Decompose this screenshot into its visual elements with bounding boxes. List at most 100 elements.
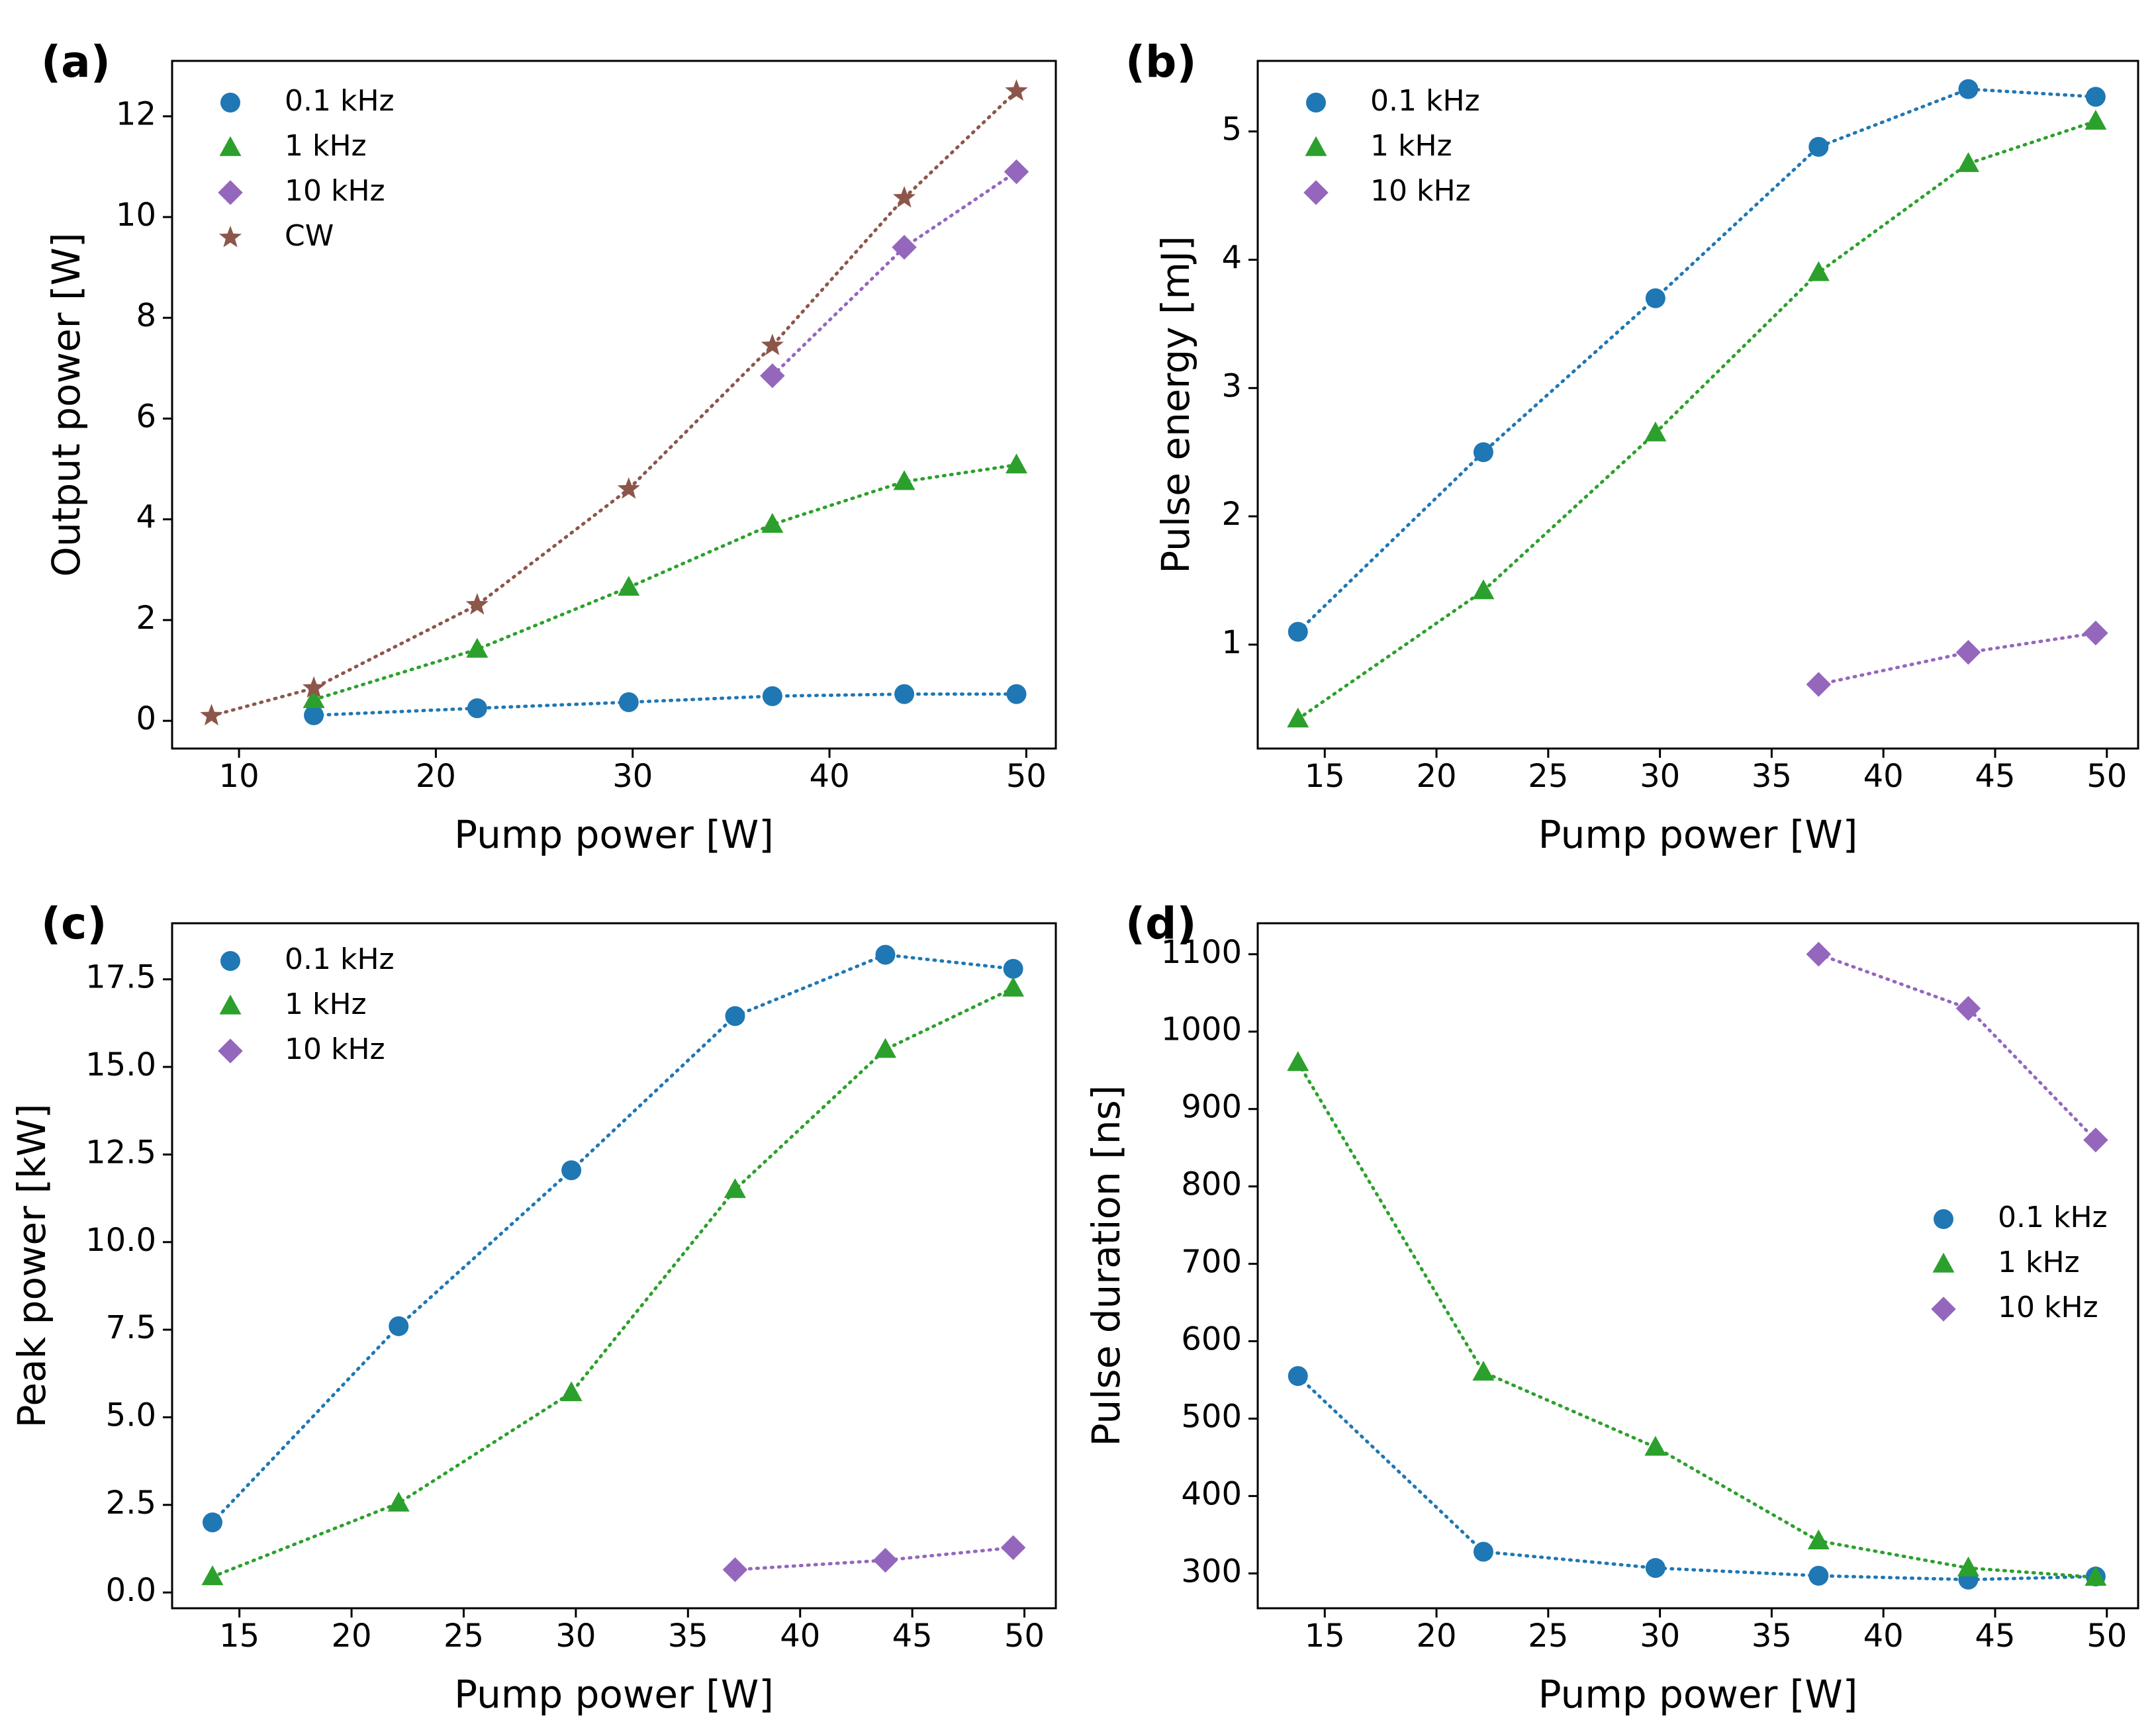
- y-tick-label: 1100: [1161, 934, 1242, 971]
- x-axis-label: Pump power [W]: [1538, 812, 1858, 857]
- y-tick-label: 800: [1181, 1166, 1242, 1203]
- data-point: [467, 698, 487, 719]
- data-point: [1473, 442, 1493, 463]
- data-point: [2085, 1565, 2107, 1586]
- legend: 0.1 kHz 1 kHz 10 kHz CW: [218, 84, 395, 253]
- data-point: [1644, 1436, 1667, 1456]
- x-axis-label: Pump power [W]: [1538, 1672, 1858, 1717]
- x-tick-label: 35: [1752, 758, 1792, 795]
- data-point: [1287, 707, 1309, 728]
- x-tick-label: 25: [444, 1618, 484, 1655]
- data-point: [304, 705, 324, 725]
- x-tick-label: 30: [1640, 1618, 1680, 1655]
- series-0-1-khz: [1288, 1366, 2106, 1590]
- y-tick-label: 2: [1221, 496, 1242, 533]
- data-point: [722, 1557, 748, 1582]
- series-1-khz: [303, 453, 1028, 708]
- x-tick-label: 45: [1975, 758, 2015, 795]
- y-tick-label: 12.5: [85, 1134, 156, 1171]
- data-point: [1288, 621, 1308, 642]
- x-tick-label: 50: [2086, 1618, 2127, 1655]
- y-tick-label: 6: [136, 398, 156, 435]
- data-point: [1472, 579, 1495, 600]
- data-point: [466, 637, 489, 658]
- legend-entry: 0.1 kHz: [285, 84, 395, 118]
- y-tick-label: 600: [1181, 1321, 1242, 1358]
- x-tick-label: 45: [1975, 1618, 2015, 1655]
- data-point: [761, 334, 784, 355]
- legend-marker: [1934, 1209, 1953, 1229]
- axes-frame: [171, 60, 1057, 750]
- y-tick-label: 8: [136, 297, 156, 334]
- x-tick-label: 20: [1417, 1618, 1457, 1655]
- y-tick-label: 5.0: [106, 1396, 156, 1434]
- legend-marker: [218, 1038, 243, 1064]
- data-point: [1955, 995, 1981, 1021]
- legend: 0.1 kHz 1 kHz 10 kHz: [218, 942, 395, 1066]
- x-tick-label: 40: [1863, 1618, 1904, 1655]
- series-10-khz: [722, 1535, 1026, 1582]
- data-point: [1808, 136, 1829, 157]
- data-point: [1002, 976, 1025, 997]
- series-line: [1816, 631, 2098, 686]
- axes-frame: [1256, 60, 2139, 750]
- data-point: [1808, 1565, 1829, 1586]
- series-line: [1296, 1374, 2098, 1582]
- data-point: [872, 1547, 898, 1573]
- data-point: [618, 692, 639, 712]
- y-tick-label: 400: [1181, 1475, 1242, 1512]
- data-point: [389, 1316, 409, 1336]
- data-point: [724, 1178, 746, 1199]
- y-tick-label: 2.5: [106, 1484, 156, 1522]
- y-tick-label: 0: [136, 700, 156, 737]
- series-line: [211, 953, 1015, 1524]
- y-tick-label: 7.5: [106, 1309, 156, 1346]
- y-tick-label: 15.0: [85, 1046, 156, 1083]
- y-axis-label: Output power [W]: [44, 232, 89, 576]
- legend-entry: 1 kHz: [285, 129, 367, 163]
- data-point: [1645, 1558, 1665, 1578]
- x-tick-label: 30: [555, 1618, 596, 1655]
- data-point: [2085, 87, 2106, 107]
- data-point: [1472, 1361, 1495, 1381]
- legend-entry: 1 kHz: [1370, 129, 1452, 163]
- data-point: [1287, 1051, 1309, 1072]
- panel-label: (b): [1125, 36, 1197, 87]
- panel-label: (c): [41, 898, 107, 949]
- x-tick-label: 20: [1417, 758, 1457, 795]
- y-tick-label: 1000: [1161, 1011, 1242, 1048]
- y-tick-label: 12: [116, 96, 156, 133]
- data-point: [1957, 152, 1979, 172]
- series-10-khz: [760, 159, 1029, 388]
- x-tick-label: 40: [1863, 758, 1904, 795]
- series-line: [312, 692, 1019, 717]
- data-point: [892, 234, 917, 260]
- data-point: [2083, 1127, 2108, 1153]
- data-point: [618, 576, 640, 596]
- legend-marker: [219, 994, 242, 1015]
- x-tick-label: 50: [2086, 758, 2127, 795]
- data-point: [560, 1381, 583, 1402]
- x-tick-label: 15: [1305, 1618, 1345, 1655]
- x-tick-label: 50: [1006, 758, 1047, 795]
- chart-panel-4: (d) 15 20 25 30 35 40 45 50 300 400 500 600 700 800 900…: [1084, 898, 2139, 1717]
- legend-entry: 0.1 kHz: [1370, 84, 1480, 118]
- series-line: [1296, 1061, 2098, 1579]
- legend-entry: 10 kHz: [285, 174, 385, 208]
- series-0-1-khz: [304, 684, 1027, 725]
- axes-frame: [1256, 922, 2139, 1610]
- data-point: [1003, 958, 1023, 979]
- x-tick-label: 35: [668, 1618, 708, 1655]
- legend-entry: CW: [285, 219, 334, 253]
- data-point: [1958, 79, 1979, 99]
- x-tick-label: 45: [892, 1618, 933, 1655]
- legend-entry: 0.1 kHz: [285, 942, 395, 976]
- data-point: [1806, 672, 1832, 697]
- y-tick-label: 900: [1181, 1089, 1242, 1126]
- series-line: [1296, 119, 2098, 721]
- data-point: [303, 688, 325, 708]
- data-point: [760, 363, 785, 388]
- x-axis-label: Pump power [W]: [454, 812, 774, 857]
- legend-entry: 10 kHz: [1370, 174, 1471, 208]
